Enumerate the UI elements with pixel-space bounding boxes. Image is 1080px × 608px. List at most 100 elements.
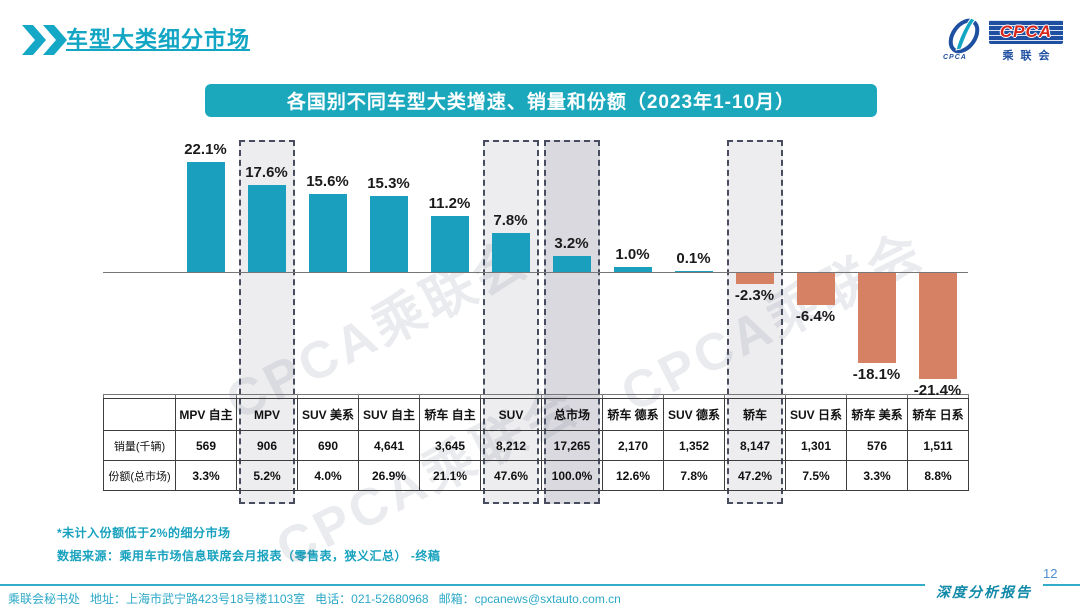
- data-table-wrap: MPV 自主 MPV SUV 美系 SUV 自主 轿车 自主 SUV 总市场 轿车 德系 SUV…: [103, 398, 969, 491]
- bar-value-label: -21.4%: [913, 382, 962, 400]
- axis-tick: [846, 394, 847, 399]
- table-header-cell: MPV 自主: [175, 398, 237, 431]
- growth-bar: [186, 162, 225, 272]
- contact-info: 乘联会秘书处 地址：上海市武宁路423号18号楼1103室 电话：021-526…: [8, 592, 621, 606]
- axis-tick: [968, 394, 969, 399]
- table-cell: 7.5%: [785, 460, 847, 491]
- logo-subtext: 乘联会: [1002, 50, 1057, 62]
- bar-value-label: 22.1%: [184, 141, 227, 159]
- table-cell: 690: [297, 430, 359, 461]
- table-header-cell: SUV 美系: [297, 398, 359, 431]
- table-cell: 100.0%: [541, 460, 603, 491]
- growth-bar: [369, 195, 408, 272]
- bar-value-label: -18.1%: [852, 365, 901, 383]
- logo-mark-label: CPCA: [943, 54, 967, 61]
- growth-bar: [918, 273, 957, 380]
- axis-tick: [907, 394, 908, 399]
- table-row-label: 份额(总市场): [103, 460, 176, 491]
- logo-cpca-text: CPCA: [999, 22, 1053, 41]
- table-header-cell: 轿车 美系: [846, 398, 908, 431]
- table-cell: 576: [846, 430, 908, 461]
- footer-divider: [0, 584, 1080, 586]
- axis-tick: [480, 394, 481, 399]
- table-header-cell: 轿车 德系: [602, 398, 664, 431]
- growth-bar: [552, 256, 591, 272]
- table-cell: 1,352: [663, 430, 725, 461]
- double-chevron-icon: [22, 25, 67, 55]
- table-cell: 17,265: [541, 430, 603, 461]
- table-cell: 906: [236, 430, 298, 461]
- table-header-cell: 轿车 自主: [419, 398, 481, 431]
- table-row: 销量(千辆) 569 906 690 4,641 3,645 8,212 17,265 2,17…: [103, 430, 969, 461]
- table-cell: 3.3%: [175, 460, 237, 491]
- category-axis: [103, 394, 968, 395]
- bar-value-label: 1.0%: [615, 246, 650, 264]
- cpca-logo: CPCA CPCA 乘联会: [941, 14, 1066, 66]
- bar-value-label: -6.4%: [795, 307, 836, 325]
- growth-bar: [613, 267, 652, 272]
- table-cell: 8.8%: [907, 460, 969, 491]
- report-label: 深度分析报告: [925, 583, 1043, 603]
- cpca-logo-mark-icon: [948, 17, 980, 54]
- table-cell: 4,641: [358, 430, 420, 461]
- bar-value-label: 15.3%: [367, 174, 410, 192]
- growth-bar: [247, 184, 286, 272]
- axis-tick: [297, 394, 298, 399]
- table-cell: 1,301: [785, 430, 847, 461]
- bar-value-label: 0.1%: [676, 250, 711, 267]
- table-cell: 3.3%: [846, 460, 908, 491]
- table-corner-cell: [103, 398, 176, 431]
- growth-bar: [796, 273, 835, 305]
- table-cell: 47.2%: [724, 460, 786, 491]
- table-cell: 7.8%: [663, 460, 725, 491]
- table-cell: 2,170: [602, 430, 664, 461]
- bar-value-label: 3.2%: [554, 235, 589, 253]
- table-cell: 12.6%: [602, 460, 664, 491]
- table-cell: 4.0%: [297, 460, 359, 491]
- table-cell: 21.1%: [419, 460, 481, 491]
- growth-bar: [735, 273, 774, 285]
- table-header-cell: SUV 日系: [785, 398, 847, 431]
- axis-tick: [419, 394, 420, 399]
- table-cell: 569: [175, 430, 237, 461]
- bar-value-label: 11.2%: [428, 195, 471, 213]
- table-row: 份额(总市场) 3.3% 5.2% 4.0% 26.9% 21.1% 47.6% 100.0%…: [103, 460, 969, 491]
- table-header-cell: MPV: [236, 398, 298, 431]
- bar-value-label: 15.6%: [306, 173, 349, 191]
- axis-tick: [236, 394, 237, 399]
- axis-tick: [602, 394, 603, 399]
- logo-panel: CPCA: [989, 20, 1063, 44]
- data-table: MPV 自主 MPV SUV 美系 SUV 自主 轿车 自主 SUV 总市场 轿车 德系 SUV…: [103, 398, 969, 491]
- bar-value-label: -2.3%: [734, 287, 775, 305]
- zero-axis: [103, 272, 968, 273]
- chart-title-banner: 各国别不同车型大类增速、销量和份额（2023年1-10月）: [205, 84, 877, 117]
- axis-tick: [785, 394, 786, 399]
- footnote-data-source: 数据来源：乘用车市场信息联席会月报表（零售表，狭义汇总） -终稿: [57, 549, 441, 563]
- growth-bar: [430, 216, 469, 272]
- axis-tick: [541, 394, 542, 399]
- page-title: 车型大类细分市场: [66, 27, 251, 52]
- table-cell: 47.6%: [480, 460, 542, 491]
- growth-bar: [674, 271, 713, 272]
- axis-tick: [175, 394, 176, 399]
- table-cell: 26.9%: [358, 460, 420, 491]
- growth-bar: [308, 194, 347, 272]
- table-cell: 8,212: [480, 430, 542, 461]
- table-cell: 5.2%: [236, 460, 298, 491]
- bar-value-label: 7.8%: [493, 212, 528, 230]
- axis-tick: [103, 394, 104, 399]
- growth-bar: [857, 273, 896, 363]
- table-header-cell: 轿车 日系: [907, 398, 969, 431]
- axis-tick: [663, 394, 664, 399]
- growth-bar: [491, 233, 530, 272]
- page-number: 12: [1043, 566, 1058, 581]
- table-header-cell: SUV 德系: [663, 398, 725, 431]
- footnote-share-threshold: *未计入份额低于2%的细分市场: [57, 526, 231, 540]
- bar-value-label: 17.6%: [245, 163, 288, 181]
- table-header-cell: 轿车: [724, 398, 786, 431]
- table-cell: 8,147: [724, 430, 786, 461]
- table-header-cell: SUV 自主: [358, 398, 420, 431]
- table-row-label: 销量(千辆): [103, 430, 176, 461]
- table-header-cell: 总市场: [541, 398, 603, 431]
